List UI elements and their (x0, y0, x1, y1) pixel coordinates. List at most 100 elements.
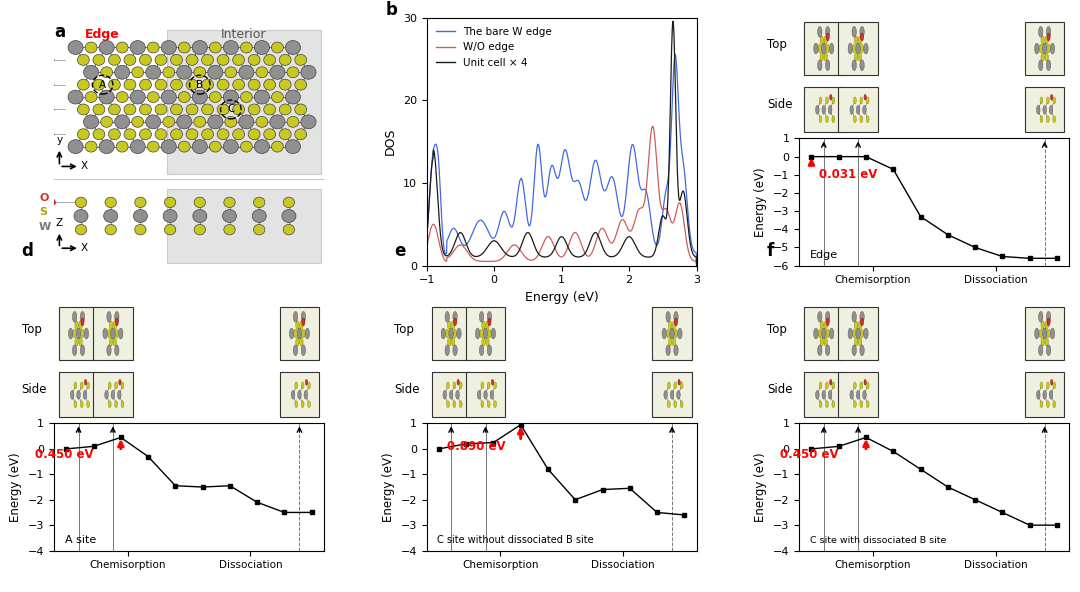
Circle shape (241, 42, 253, 53)
Circle shape (292, 390, 295, 399)
Circle shape (1041, 53, 1044, 61)
Circle shape (860, 60, 864, 70)
Circle shape (860, 97, 863, 104)
Circle shape (481, 401, 484, 408)
Circle shape (854, 337, 858, 346)
Circle shape (1047, 311, 1051, 322)
Circle shape (446, 382, 449, 389)
Circle shape (146, 115, 161, 129)
Bar (805, 372, 843, 417)
Circle shape (662, 328, 666, 339)
Circle shape (829, 328, 834, 339)
Y-axis label: Energy (eV): Energy (eV) (10, 452, 23, 522)
Circle shape (1051, 328, 1055, 339)
Circle shape (295, 104, 307, 115)
Circle shape (135, 197, 146, 208)
Circle shape (819, 97, 822, 104)
Circle shape (270, 65, 285, 79)
Circle shape (161, 41, 176, 54)
Circle shape (453, 345, 457, 356)
Circle shape (487, 401, 490, 408)
Circle shape (825, 116, 828, 123)
Circle shape (1047, 382, 1050, 389)
Circle shape (77, 390, 80, 399)
Circle shape (477, 390, 481, 399)
Circle shape (248, 54, 260, 65)
Circle shape (829, 95, 832, 100)
Circle shape (46, 56, 54, 63)
Circle shape (217, 79, 229, 90)
Circle shape (678, 328, 683, 339)
Circle shape (84, 379, 86, 385)
Circle shape (818, 44, 822, 53)
Circle shape (859, 53, 862, 61)
Circle shape (119, 328, 123, 339)
Bar (167, 189, 322, 263)
Text: S: S (39, 207, 48, 217)
Circle shape (818, 329, 822, 338)
Circle shape (820, 337, 824, 346)
Circle shape (270, 115, 285, 129)
Circle shape (194, 224, 205, 235)
Circle shape (832, 382, 835, 389)
Circle shape (1039, 311, 1043, 322)
Circle shape (459, 382, 462, 389)
Circle shape (1042, 43, 1047, 54)
Circle shape (86, 401, 90, 408)
Circle shape (156, 79, 167, 90)
Circle shape (186, 79, 198, 90)
Circle shape (852, 27, 856, 37)
Circle shape (301, 329, 306, 338)
Circle shape (667, 382, 671, 389)
Circle shape (163, 67, 175, 78)
Text: Side: Side (767, 383, 793, 396)
Circle shape (210, 92, 221, 102)
Circle shape (819, 382, 822, 389)
Circle shape (487, 311, 491, 322)
Circle shape (454, 318, 457, 326)
Circle shape (192, 210, 207, 223)
Y-axis label: Energy (eV): Energy (eV) (755, 167, 768, 237)
Circle shape (108, 382, 111, 389)
Circle shape (156, 54, 167, 65)
Circle shape (674, 401, 677, 408)
Circle shape (80, 311, 84, 322)
Circle shape (820, 53, 824, 61)
Bar (838, 372, 878, 417)
Bar (805, 87, 843, 133)
Circle shape (824, 337, 827, 346)
Circle shape (488, 318, 491, 326)
Circle shape (105, 197, 117, 208)
Text: 0.031 eV: 0.031 eV (819, 169, 877, 181)
Text: a: a (54, 22, 65, 41)
Circle shape (481, 382, 484, 389)
Circle shape (132, 67, 144, 78)
Circle shape (852, 345, 856, 356)
Circle shape (80, 345, 84, 356)
Circle shape (134, 210, 147, 223)
Circle shape (848, 328, 852, 339)
Circle shape (217, 129, 229, 140)
Circle shape (1047, 329, 1051, 338)
Circle shape (99, 140, 114, 153)
Circle shape (264, 54, 275, 65)
Circle shape (861, 44, 864, 53)
Circle shape (445, 345, 449, 356)
Circle shape (186, 54, 198, 65)
Circle shape (815, 390, 819, 399)
Circle shape (282, 210, 296, 223)
Text: Top: Top (394, 323, 414, 336)
Circle shape (852, 44, 856, 53)
Circle shape (114, 382, 118, 389)
Circle shape (285, 90, 300, 104)
Text: X: X (81, 243, 89, 253)
Circle shape (254, 224, 265, 235)
Circle shape (1040, 116, 1043, 123)
Bar (280, 307, 319, 360)
Circle shape (491, 328, 496, 339)
Circle shape (826, 318, 829, 326)
Circle shape (264, 79, 275, 90)
Circle shape (453, 311, 457, 322)
Circle shape (818, 311, 822, 322)
Circle shape (1051, 95, 1053, 100)
